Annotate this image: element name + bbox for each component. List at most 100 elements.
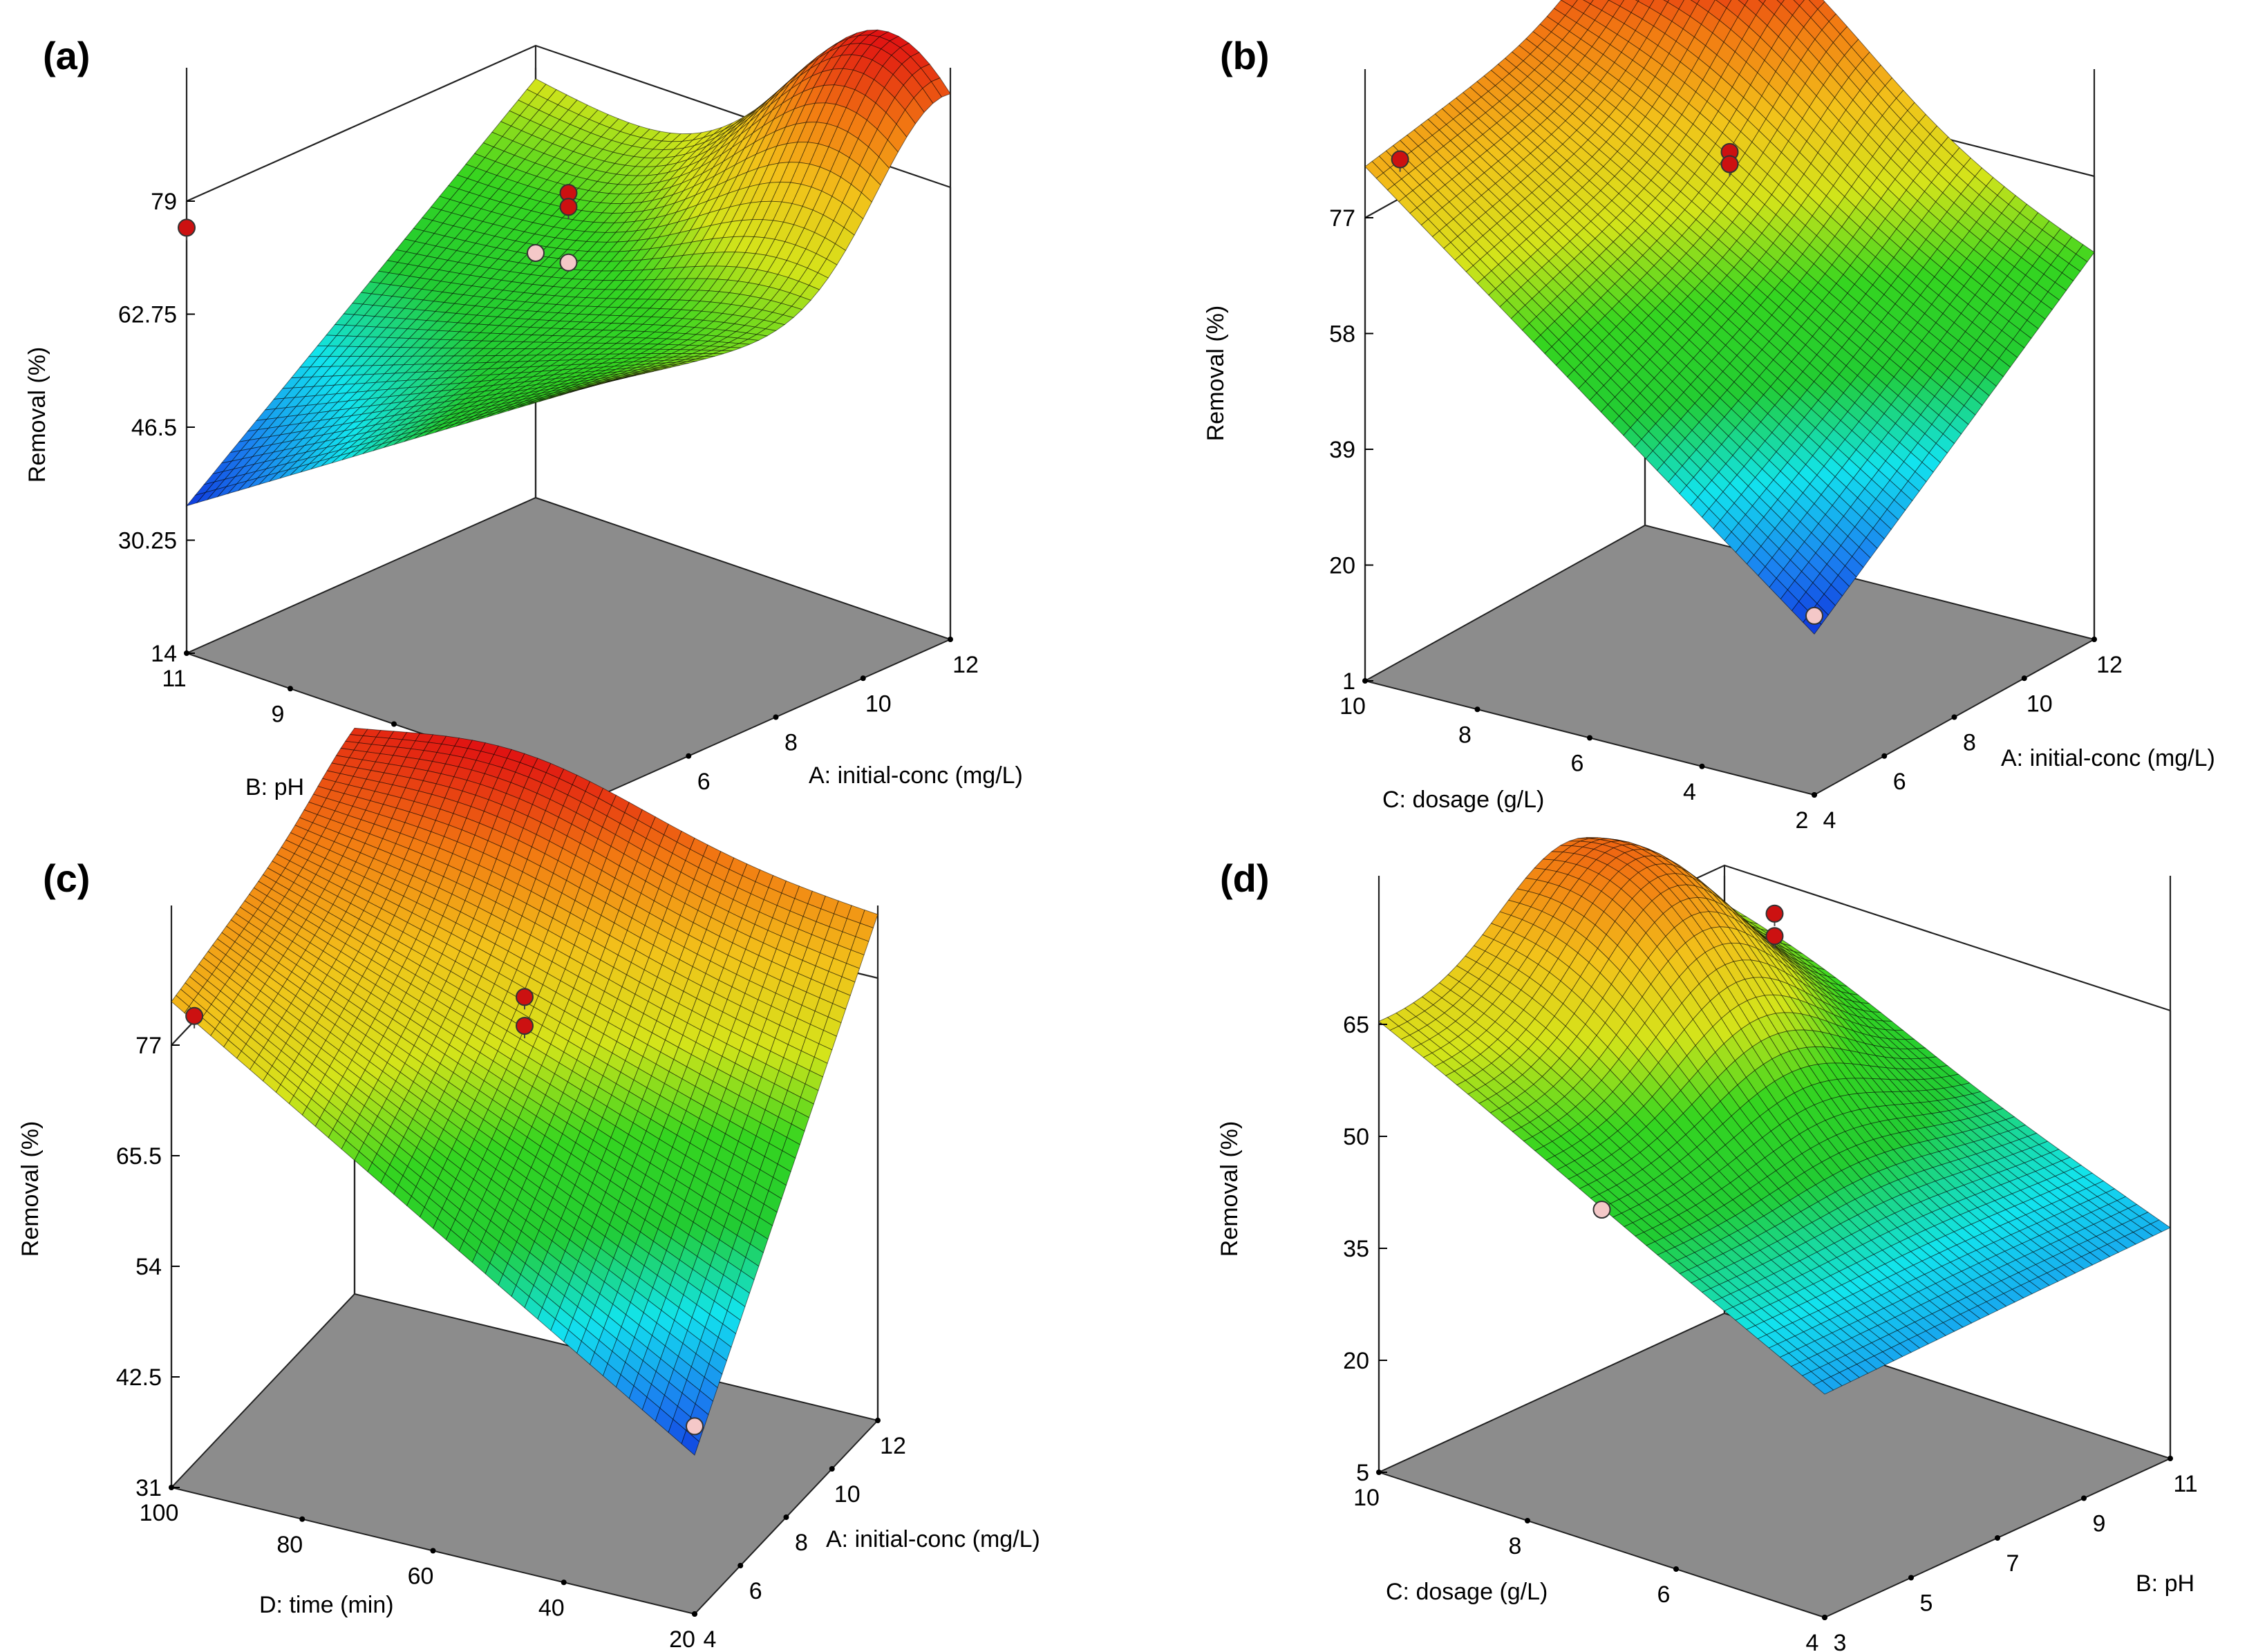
- panel-label: (c): [43, 856, 90, 900]
- z-tick-label: 30.25: [118, 528, 177, 554]
- y-tick-mark: [430, 1548, 436, 1554]
- z-axis: 31 42.5 54 65.5 77: [116, 1033, 180, 1501]
- y-tick-label: 4: [1683, 779, 1696, 805]
- design-point: [686, 1417, 704, 1436]
- x-tick-mark: [783, 1514, 789, 1520]
- x-tick-mark: [829, 1466, 835, 1472]
- y-tick-label: 9: [272, 701, 285, 727]
- y-axis-title: C: dosage (g/L): [1382, 787, 1544, 813]
- surface-cell: [1776, 0, 1785, 5]
- x-tick-label: 6: [749, 1578, 762, 1604]
- x-tick-mark: [1951, 714, 1957, 720]
- x-tick-label: 4: [1823, 807, 1836, 834]
- x-tick-label: 6: [697, 769, 711, 795]
- panel-label: (a): [43, 34, 90, 77]
- x-tick-mark: [2021, 675, 2027, 682]
- y-tick-label: 80: [276, 1532, 303, 1558]
- x-tick-mark: [773, 714, 779, 720]
- y-tick-label: 60: [408, 1564, 434, 1590]
- y-tick-mark: [692, 1611, 697, 1617]
- z-tick-label: 54: [135, 1254, 162, 1280]
- panel-label: (d): [1220, 856, 1270, 900]
- y-tick-mark: [1699, 763, 1705, 769]
- design-point: [178, 218, 196, 237]
- z-tick-label: 79: [151, 189, 177, 215]
- surface-cell: [590, 381, 610, 387]
- floor-contour-plane: [1363, 524, 2096, 796]
- z-tick-label: 39: [1329, 437, 1355, 463]
- response-surface: [1364, 0, 2095, 635]
- z-tick-label: 58: [1329, 321, 1355, 348]
- design-point: [527, 244, 545, 263]
- design-point: [1391, 150, 1409, 169]
- z-axis: 14 30.25 46.5 62.75 79: [118, 189, 195, 667]
- x-tick-label: 8: [795, 1530, 808, 1556]
- response-surface: [185, 29, 951, 507]
- y-axis-title: B: pH: [245, 774, 304, 800]
- y-tick-label: 20: [669, 1626, 695, 1652]
- x-tick-label: 8: [1963, 730, 1976, 756]
- y-tick-mark: [1362, 678, 1368, 684]
- floor-contour-plane: [1377, 1312, 2172, 1619]
- y-tick-mark: [1812, 792, 1817, 798]
- x-tick-label: 12: [2096, 652, 2123, 678]
- y-tick-mark: [1474, 706, 1480, 713]
- y-tick-mark: [391, 721, 397, 727]
- y-tick-label: 2: [1796, 807, 1809, 834]
- y-tick-mark: [299, 1516, 305, 1522]
- floor-contour-plane: [170, 1293, 879, 1615]
- y-tick-label: 100: [140, 1500, 179, 1526]
- z-tick-label: 77: [135, 1033, 162, 1059]
- design-point: [559, 253, 578, 272]
- surface-cell: [1690, 0, 1700, 5]
- y-tick-mark: [288, 686, 293, 692]
- x-axis-title: A: initial-conc (mg/L): [809, 762, 1023, 789]
- x-tick-mark: [860, 675, 866, 682]
- y-axis-title: D: time (min): [259, 1592, 394, 1618]
- x-tick-mark: [2091, 637, 2097, 642]
- z-tick-label: 65.5: [116, 1143, 162, 1170]
- x-axis-title: A: initial-conc (mg/L): [826, 1526, 1040, 1552]
- x-tick-mark: [1881, 753, 1888, 759]
- x-tick-mark: [737, 1563, 744, 1568]
- x-tick-mark: [875, 1418, 881, 1423]
- z-axis-title: Removal (%): [1203, 306, 1229, 441]
- x-tick-mark: [686, 753, 692, 759]
- x-axis-title: A: initial-conc (mg/L): [2001, 745, 2215, 771]
- z-axis-title: Removal (%): [17, 1121, 44, 1257]
- x-tick-label: 12: [880, 1433, 906, 1459]
- x-tick-label: 6: [1893, 769, 1906, 795]
- y-tick-mark: [184, 650, 189, 656]
- design-point: [1805, 606, 1823, 625]
- x-tick-label: 10: [834, 1481, 861, 1508]
- design-point: [559, 198, 578, 216]
- design-point: [516, 1017, 534, 1035]
- y-tick-label: 6: [1571, 751, 1584, 777]
- surface-cell: [1758, 0, 1767, 5]
- z-tick-label: 14: [151, 641, 177, 667]
- y-tick-label: 10: [1339, 693, 1366, 720]
- design-point: [185, 1006, 204, 1025]
- design-point: [1720, 155, 1739, 173]
- y-tick-label: 8: [1458, 722, 1472, 748]
- z-tick-label: 46.5: [131, 415, 177, 441]
- z-axis-title: Removal (%): [24, 347, 50, 482]
- z-tick-label: 31: [135, 1475, 162, 1501]
- z-tick-label: 42.5: [116, 1364, 162, 1391]
- x-tick-label: 10: [2027, 691, 2053, 717]
- z-tick-label: 1: [1342, 668, 1355, 695]
- panel-label: (b): [1220, 34, 1270, 77]
- y-tick-mark: [1587, 735, 1592, 741]
- y-tick-label: 40: [538, 1595, 565, 1621]
- surface-cell: [1738, 0, 1749, 6]
- z-tick-label: 20: [1329, 553, 1355, 579]
- x-tick-mark: [948, 637, 953, 642]
- z-tick-label: 62.75: [118, 302, 177, 328]
- y-tick-mark: [169, 1485, 174, 1490]
- y-tick-mark: [561, 1579, 567, 1586]
